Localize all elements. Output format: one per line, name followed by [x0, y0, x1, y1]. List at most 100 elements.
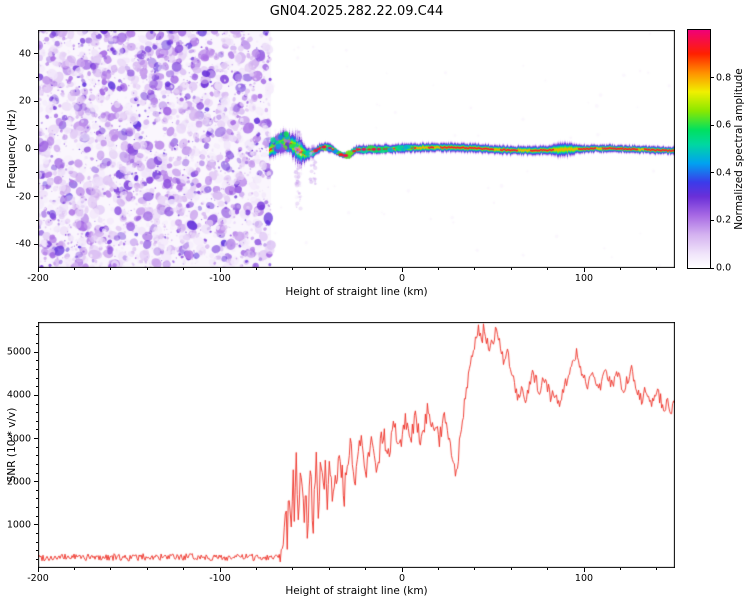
- tick: [547, 568, 549, 570]
- tick: [36, 325, 38, 327]
- tick: [510, 568, 512, 570]
- tick: [36, 412, 38, 414]
- colorbar-label: Normalized spectral amplitude: [733, 68, 745, 230]
- tick: [36, 172, 38, 174]
- colorbar: [687, 29, 711, 269]
- tick: [255, 268, 257, 270]
- tick: [292, 268, 294, 270]
- tick: [34, 148, 38, 150]
- tick: [36, 360, 38, 362]
- y-tick-label: -20: [15, 190, 31, 202]
- y-tick-label: 3000: [6, 432, 31, 444]
- tick: [328, 568, 330, 570]
- tick: [36, 77, 38, 79]
- spectrogram-xlabel: Height of straight line (km): [285, 286, 428, 298]
- tick: [583, 568, 585, 572]
- tick: [183, 568, 185, 570]
- tick: [510, 268, 512, 270]
- snr-canvas: [38, 322, 675, 568]
- tick: [36, 550, 38, 552]
- tick: [34, 481, 38, 483]
- tick: [219, 568, 221, 572]
- x-tick-label: -200: [27, 273, 49, 284]
- tick: [37, 568, 39, 572]
- x-tick-label: -100: [209, 273, 231, 284]
- tick: [656, 268, 658, 270]
- y-tick-label: 40: [18, 48, 31, 60]
- tick: [34, 351, 38, 353]
- tick: [474, 568, 476, 570]
- tick: [365, 568, 367, 570]
- tick: [619, 568, 621, 570]
- tick: [34, 243, 38, 245]
- y-tick-label: 1000: [6, 519, 31, 531]
- tick: [292, 568, 294, 570]
- figure-title: GN04.2025.282.22.09.C44: [269, 4, 444, 19]
- tick: [547, 268, 549, 270]
- y-tick-label: -40: [15, 238, 31, 250]
- tick: [36, 429, 38, 431]
- tick: [146, 568, 148, 570]
- snr-ylabel: SNR (10 * v/v): [6, 407, 18, 483]
- tick: [146, 268, 148, 270]
- tick: [474, 268, 476, 270]
- x-tick-label: 0: [398, 273, 406, 284]
- x-tick-label: 0: [398, 573, 406, 584]
- tick: [711, 172, 714, 174]
- tick: [36, 377, 38, 379]
- y-tick-label: 0: [24, 143, 31, 155]
- colorbar-tick-label: 0.4: [716, 167, 732, 179]
- tick: [34, 53, 38, 55]
- tick: [711, 77, 714, 79]
- tick: [36, 558, 38, 560]
- tick: [110, 268, 112, 270]
- y-tick-label: 2000: [6, 475, 31, 487]
- x-tick-label: -100: [209, 573, 231, 584]
- tick: [34, 438, 38, 440]
- tick: [401, 268, 403, 272]
- tick: [36, 334, 38, 336]
- spectrogram-canvas: [38, 30, 675, 268]
- tick: [36, 498, 38, 500]
- x-tick-label: 100: [574, 573, 594, 584]
- tick: [711, 124, 714, 126]
- tick: [34, 524, 38, 526]
- tick: [401, 568, 403, 572]
- tick: [437, 268, 439, 270]
- tick: [36, 541, 38, 543]
- colorbar-tick-label: 0.0: [716, 262, 732, 274]
- colorbar-tick-label: 0.8: [716, 71, 732, 83]
- tick: [583, 268, 585, 272]
- tick: [36, 368, 38, 370]
- tick: [36, 124, 38, 126]
- snr-xlabel: Height of straight line (km): [285, 585, 428, 597]
- tick: [328, 268, 330, 270]
- tick: [183, 268, 185, 270]
- tick: [255, 568, 257, 570]
- y-tick-label: 4000: [6, 389, 31, 401]
- tick: [36, 420, 38, 422]
- colorbar-tick-label: 0.2: [716, 214, 732, 226]
- tick: [437, 568, 439, 570]
- tick: [365, 268, 367, 270]
- tick: [34, 196, 38, 198]
- tick: [36, 446, 38, 448]
- tick: [36, 386, 38, 388]
- tick: [34, 100, 38, 102]
- colorbar-tick-label: 0.6: [716, 119, 732, 131]
- tick: [36, 403, 38, 405]
- tick: [656, 568, 658, 570]
- x-tick-label: -200: [27, 573, 49, 584]
- spectrogram-ylabel: Frequency (Hz): [6, 109, 18, 189]
- tick: [73, 268, 75, 270]
- tick: [36, 515, 38, 517]
- tick: [219, 268, 221, 272]
- tick: [110, 568, 112, 570]
- y-tick-label: 20: [18, 95, 31, 107]
- tick: [36, 463, 38, 465]
- tick: [36, 219, 38, 221]
- tick: [73, 568, 75, 570]
- tick: [36, 532, 38, 534]
- tick: [37, 268, 39, 272]
